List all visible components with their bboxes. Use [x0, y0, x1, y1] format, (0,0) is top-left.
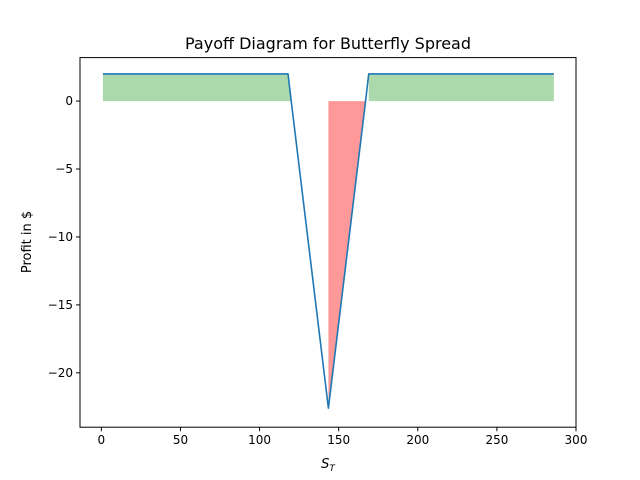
x-tick-label: 300: [565, 433, 588, 447]
x-tick-label: 50: [173, 433, 188, 447]
x-axis-ticks: 0 50 100 150 200 250 300: [98, 427, 588, 447]
y-tick-label: 0: [65, 94, 73, 108]
profit-area: [368, 73, 554, 102]
x-tick-label: 250: [485, 433, 508, 447]
x-axis-label: ST: [321, 457, 336, 474]
y-tick-label: −15: [48, 298, 73, 312]
x-tick-label: 200: [406, 433, 429, 447]
fill-areas: [102, 73, 554, 409]
chart-title: Payoff Diagram for Butterfly Spread: [185, 34, 471, 53]
x-axis-label-sub: T: [329, 464, 336, 474]
series-lines: [102, 73, 554, 409]
plot-frame: [79, 57, 577, 428]
x-tick-label: 150: [327, 433, 350, 447]
y-axis-label: Profit in $: [20, 211, 35, 273]
profit-area: [102, 73, 292, 102]
x-axis-label-main: S: [321, 457, 329, 472]
x-tick-label: 0: [98, 433, 106, 447]
y-tick-label: −5: [55, 162, 73, 176]
y-axis-ticks: 0 −5 −10 −15 −20: [48, 94, 80, 380]
x-tick-label: 100: [248, 433, 271, 447]
payoff-line: [102, 73, 554, 409]
y-tick-label: −10: [48, 230, 73, 244]
y-tick-label: −20: [48, 366, 73, 380]
